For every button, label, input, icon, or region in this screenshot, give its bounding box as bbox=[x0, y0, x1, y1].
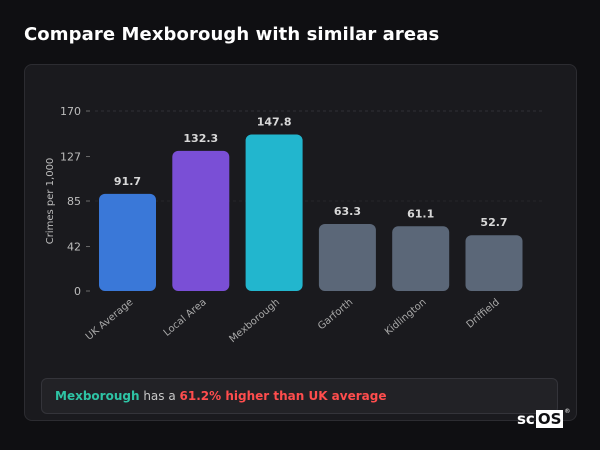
logo-text-sc: sc bbox=[517, 410, 535, 428]
bar-garforth bbox=[318, 223, 376, 291]
comparison-summary: Mexborough has a 61.2% higher than UK av… bbox=[41, 378, 558, 414]
data-label: 132.3 bbox=[183, 132, 218, 145]
data-label: 52.7 bbox=[480, 216, 507, 229]
x-tick-label: Kidlington bbox=[383, 297, 429, 338]
summary-difference: 61.2% higher than UK average bbox=[179, 389, 387, 403]
bar-chart: 0 42 85 127 170 Crimes per 1,000 91.7 UK Averag… bbox=[45, 105, 545, 345]
x-tick-label: UK Average bbox=[84, 297, 136, 343]
x-tick-label: Mexborough bbox=[227, 297, 282, 345]
bar-kidlington bbox=[392, 226, 450, 291]
y-tick-label: 0 bbox=[74, 285, 81, 298]
registered-mark: ® bbox=[564, 408, 571, 415]
y-tick-label: 42 bbox=[67, 241, 81, 254]
summary-text: has a bbox=[139, 389, 180, 403]
logo-text-os: OS bbox=[535, 410, 564, 428]
y-tick-label: 127 bbox=[60, 151, 81, 164]
bar-local-area bbox=[172, 150, 230, 291]
scos-logo: sc OS ® bbox=[517, 408, 571, 429]
data-label: 63.3 bbox=[334, 205, 361, 218]
bar-mexborough bbox=[245, 134, 303, 291]
data-label: 61.1 bbox=[407, 207, 434, 220]
data-label: 147.8 bbox=[257, 116, 292, 129]
x-tick-label: Driffield bbox=[465, 297, 502, 331]
y-tick-label: 170 bbox=[60, 105, 81, 118]
summary-area-name: Mexborough bbox=[55, 389, 140, 403]
x-tick-label: Local Area bbox=[162, 297, 209, 339]
page-title: Compare Mexborough with similar areas bbox=[24, 24, 440, 45]
bar-driffield bbox=[465, 235, 523, 291]
y-tick-label: 85 bbox=[67, 195, 81, 208]
x-tick-label: Garforth bbox=[316, 297, 355, 332]
chart-card: 0 42 85 127 170 Crimes per 1,000 91.7 UK Averag… bbox=[24, 64, 577, 421]
bar-uk-average bbox=[99, 193, 156, 291]
data-label: 91.7 bbox=[114, 175, 141, 188]
y-axis-label: Crimes per 1,000 bbox=[45, 158, 56, 245]
